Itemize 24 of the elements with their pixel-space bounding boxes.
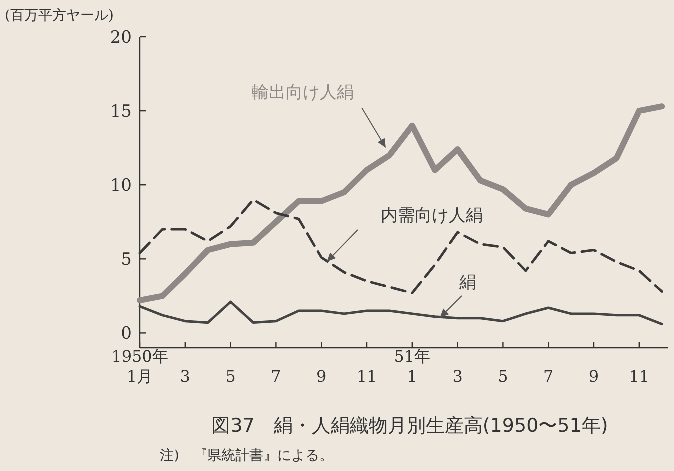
- y-tick-label: 10: [110, 176, 132, 196]
- series-label: 絹: [458, 273, 476, 293]
- x-tick-label: 1950年 1月: [112, 347, 168, 386]
- x-tick-label: 5: [226, 367, 236, 386]
- y-axis-title: (百万平方ヤール): [5, 8, 114, 24]
- x-tick-label: 7: [271, 367, 282, 386]
- x-tick-label: 11: [356, 367, 378, 386]
- y-tick-label: 0: [121, 324, 132, 344]
- line-series: [138, 300, 664, 326]
- series-label: 内需向け人絹: [381, 206, 483, 226]
- x-tick-label: 7: [544, 367, 554, 386]
- x-tick-label: 3: [180, 367, 190, 386]
- x-tick-label: 51年 1: [394, 347, 431, 386]
- x-tick-label: 3: [452, 367, 463, 386]
- y-tick-label: 20: [110, 28, 132, 48]
- x-tick-label: 5: [498, 367, 508, 386]
- text: 図37 絹・人絹織物月別生産高(1950〜51年): [212, 415, 608, 437]
- x-tick-label: 9: [316, 367, 327, 386]
- y-tick-label: 15: [110, 102, 132, 122]
- y-tick-label: 5: [121, 250, 132, 270]
- x-tick-label: 9: [588, 367, 600, 386]
- text: 注) 『県統計書』による。: [160, 448, 334, 464]
- x-tick-label: 11: [629, 367, 650, 386]
- text: 輸出向け人絹: [252, 83, 354, 103]
